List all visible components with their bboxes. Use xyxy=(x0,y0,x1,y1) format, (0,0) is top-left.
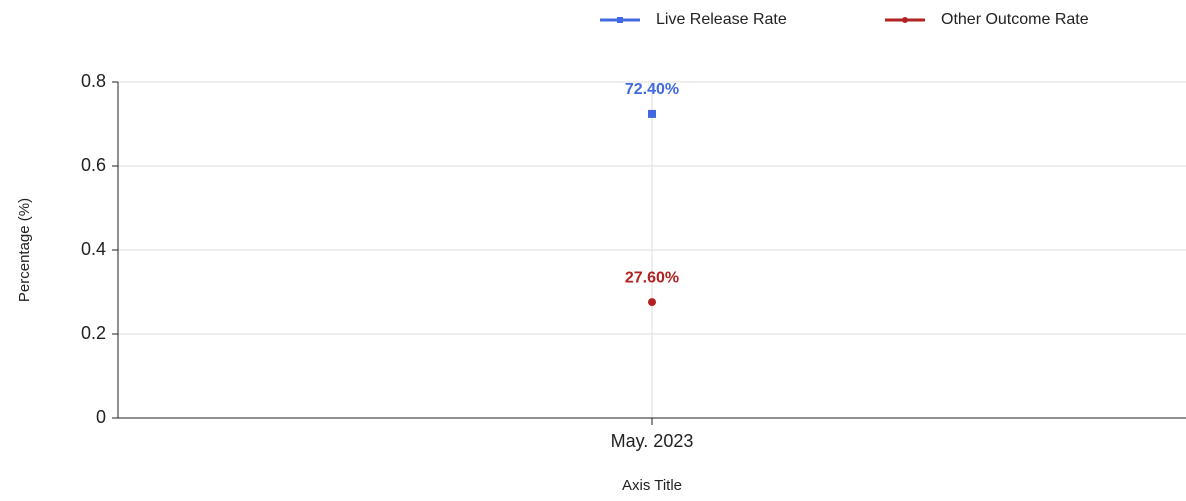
legend-label: Live Release Rate xyxy=(656,11,787,28)
legend-marker xyxy=(902,17,908,23)
x-axis-title: Axis Title xyxy=(622,477,682,494)
x-tick-label: May. 2023 xyxy=(611,431,694,451)
value-label: 72.40% xyxy=(625,81,679,98)
y-tick-label: 0.4 xyxy=(81,239,106,259)
legend-marker xyxy=(617,17,623,23)
y-tick-label: 0 xyxy=(96,407,106,427)
marker xyxy=(648,298,656,307)
y-axis-title: Percentage (%) xyxy=(16,198,33,302)
marker xyxy=(648,109,656,118)
y-tick-label: 0.8 xyxy=(81,71,106,91)
value-label: 27.60% xyxy=(625,269,679,286)
legend-label: Other Outcome Rate xyxy=(941,11,1089,28)
y-tick-label: 0.2 xyxy=(81,323,106,343)
y-tick-label: 0.6 xyxy=(81,155,106,175)
